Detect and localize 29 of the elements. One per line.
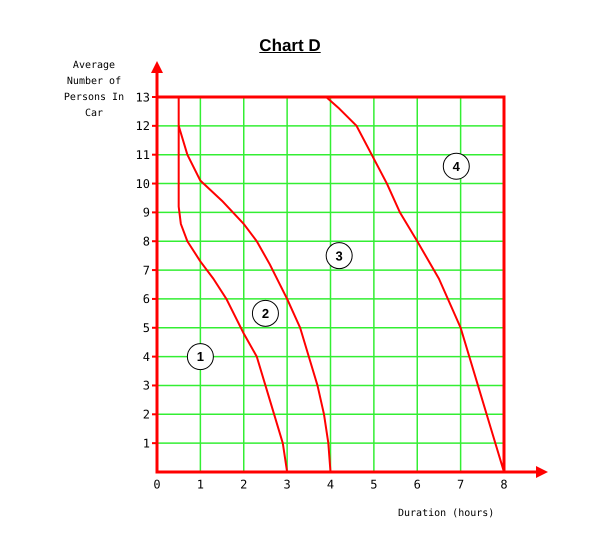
annotation: 3 [336, 248, 343, 264]
y-tick-label: 1 [142, 436, 150, 450]
y-tick-label: 5 [142, 321, 150, 336]
x-tick-label: 6 [414, 478, 421, 492]
chart-title: Chart D [258, 36, 322, 56]
x-tick-label: 4 [326, 478, 334, 492]
y-tick-label: 9 [142, 206, 150, 220]
x-tick-label: 7 [457, 478, 464, 492]
y-tick-label: 11 [136, 148, 150, 162]
x-tick-label: 3 [284, 478, 291, 492]
y-tick-label: 8 [142, 234, 150, 248]
x-tick-label: 1 [196, 478, 204, 492]
x-tick-label: 8 [500, 478, 508, 492]
y-tick-label: 10 [136, 176, 150, 191]
y-tick-label: 12 [136, 119, 150, 134]
annotation: 1 [196, 349, 204, 364]
y-tick-label: 13 [136, 90, 150, 104]
y-tick-label: 2 [142, 408, 150, 422]
y-tick-label: 3 [142, 378, 150, 393]
annotation: 4 [452, 158, 461, 174]
x-tick-label: 2 [240, 478, 248, 492]
x-axis-title: Duration (hours) [398, 508, 494, 519]
x-tick-label: 0 [153, 478, 161, 492]
y-tick-label: 4 [142, 350, 150, 364]
y-axis-title: Average Number of Persons In Car [62, 59, 126, 121]
y-tick-label: 7 [142, 263, 150, 278]
y-tick-label: 6 [142, 292, 150, 306]
annotation: 2 [262, 306, 270, 321]
x-tick-label: 5 [370, 478, 378, 492]
